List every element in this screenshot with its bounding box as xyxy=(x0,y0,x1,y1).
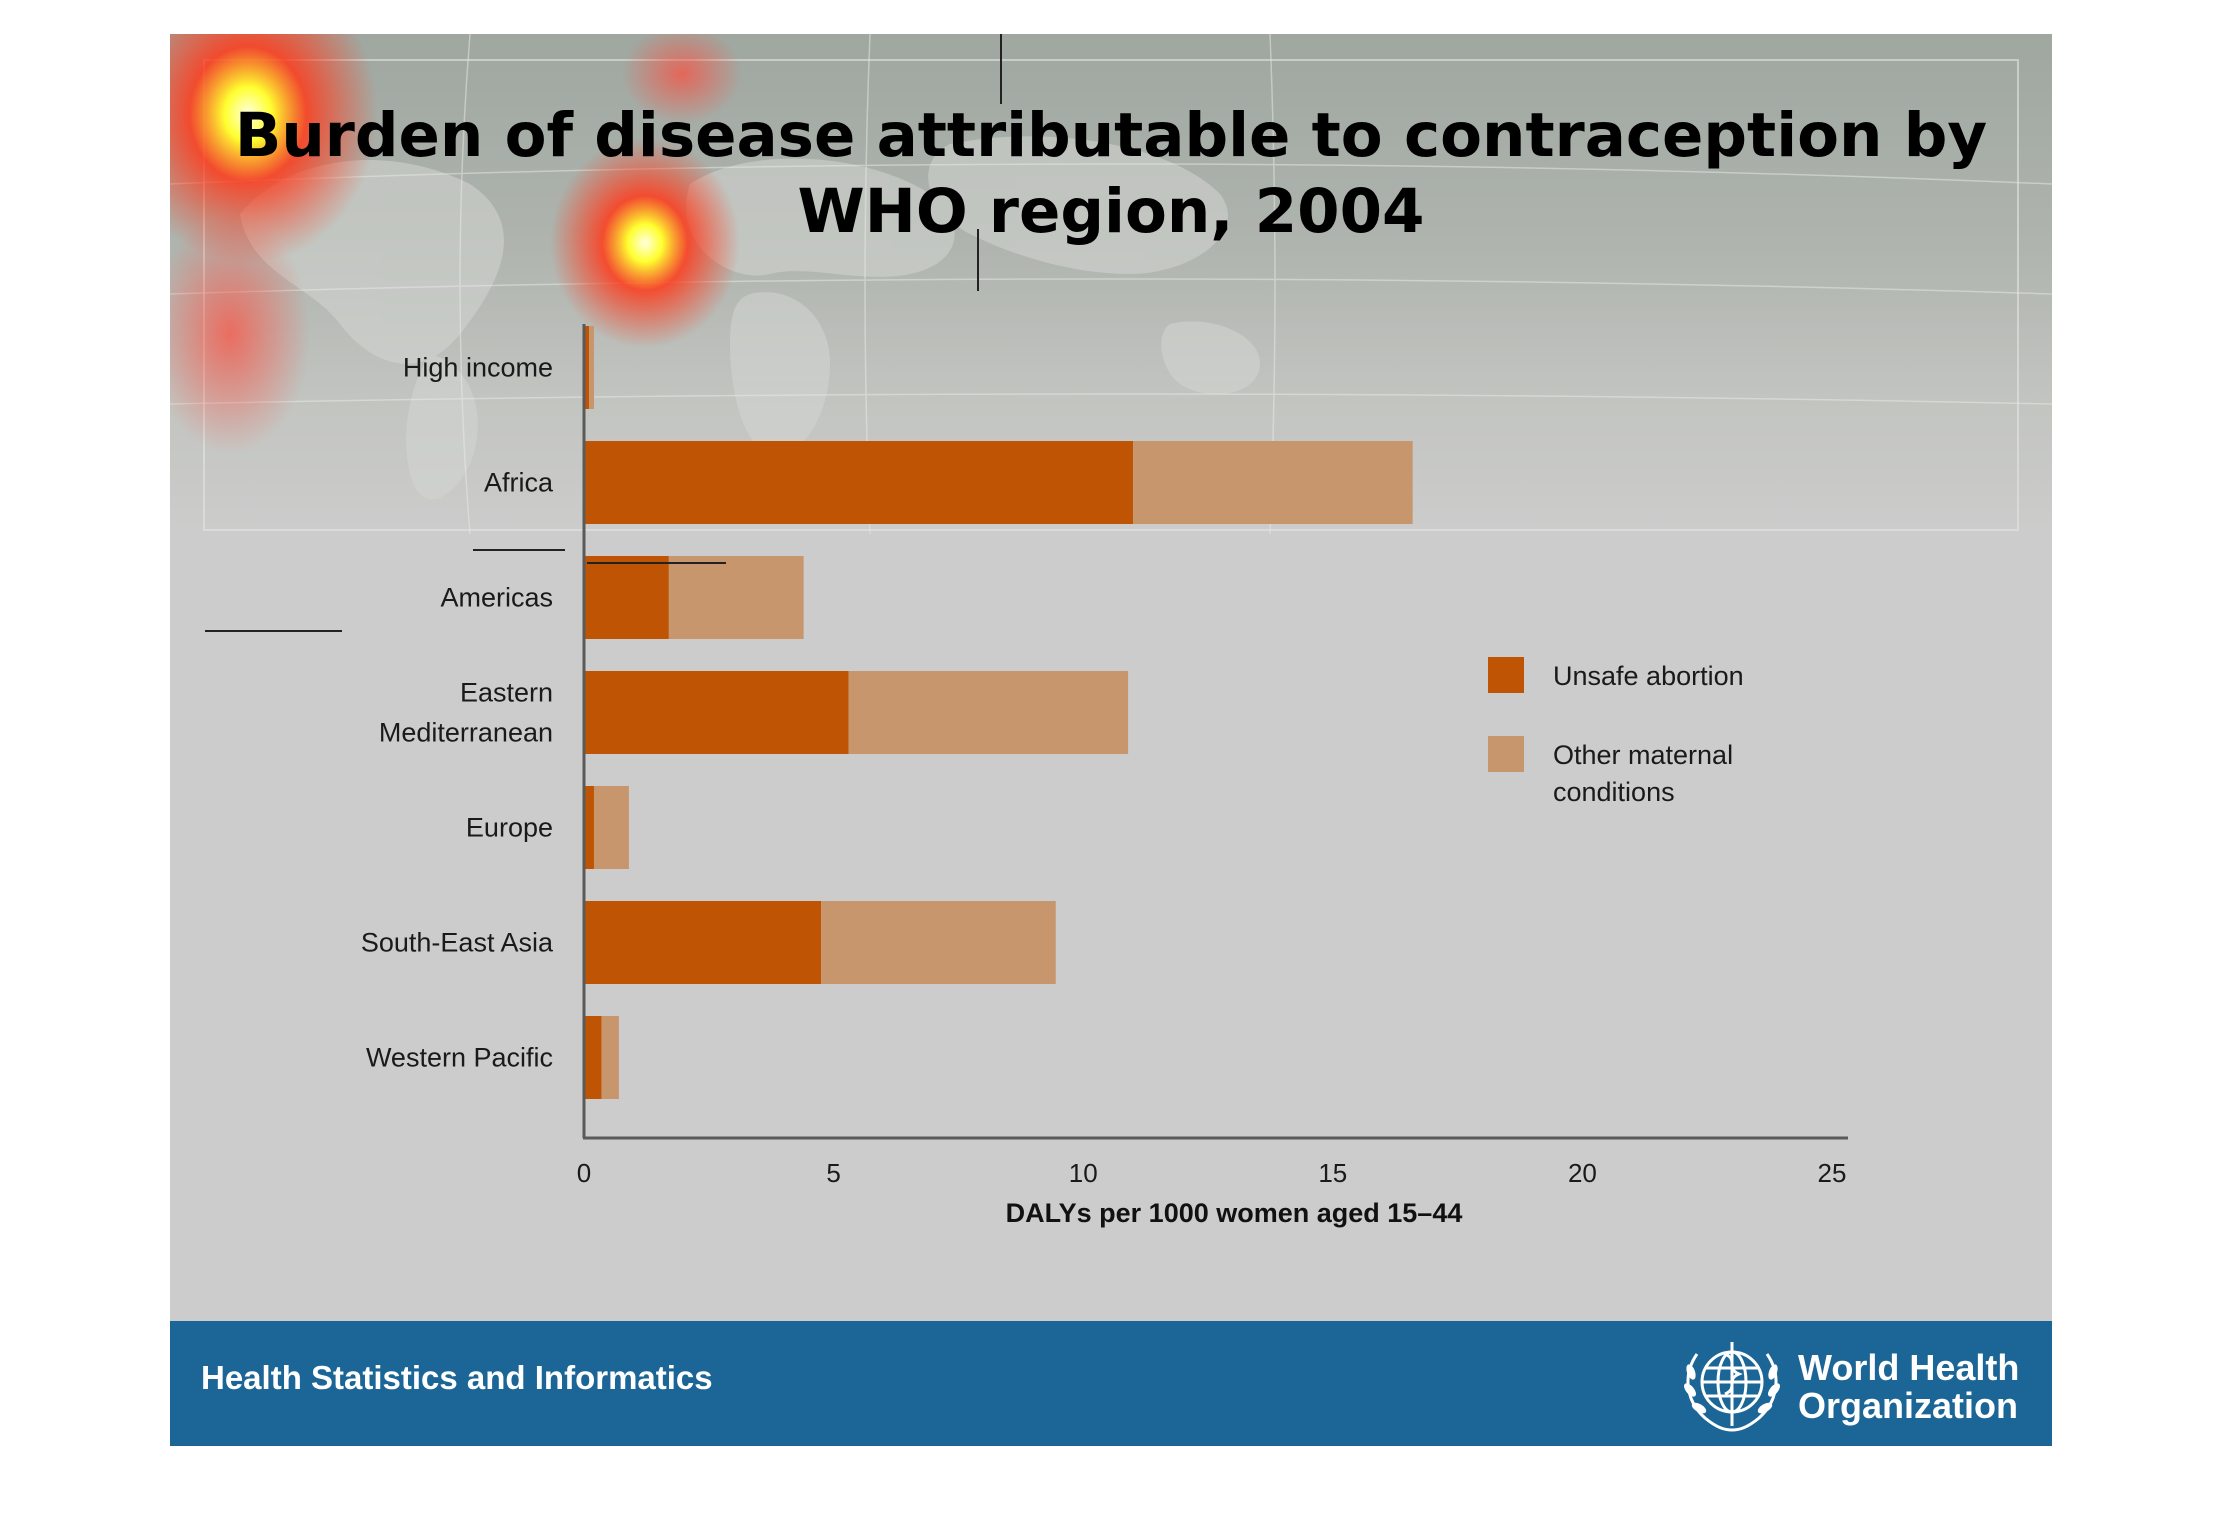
legend-label-other-maternal: Other maternal conditions xyxy=(1553,740,1733,807)
stray-line-4 xyxy=(587,562,726,564)
slide: Burden of disease attributable to contra… xyxy=(170,34,2052,1446)
category-label: Eastern Mediterranean xyxy=(379,678,553,748)
bar-other-maternal-high-income xyxy=(588,326,594,409)
slide-title: Burden of disease attributable to contra… xyxy=(230,98,1992,250)
organization-name: World Health Organization xyxy=(1798,1349,2019,1425)
bar-other-maternal-eastern-mediterranean xyxy=(848,671,1129,754)
bar-other-maternal-americas xyxy=(668,556,804,639)
x-axis-label: DALYs per 1000 women aged 15–44 xyxy=(1006,1198,1463,1228)
heatspot-top xyxy=(622,34,742,124)
stray-line-1 xyxy=(1000,34,1002,104)
category-label: Europe xyxy=(466,813,553,843)
bar-other-maternal-south-east-asia xyxy=(821,901,1056,984)
x-tick-label: 10 xyxy=(1069,1158,1098,1188)
legend-label-unsafe-abortion: Unsafe abortion xyxy=(1553,661,1744,691)
bar-unsafe-abortion-africa xyxy=(584,441,1134,524)
heatspot-center xyxy=(550,138,740,348)
bar-unsafe-abortion-europe xyxy=(584,786,594,869)
bar-other-maternal-europe xyxy=(593,786,629,869)
legend-swatch-unsafe-abortion xyxy=(1488,657,1524,693)
stacked-bar-chart: High income Africa Americas Eastern Mediterr… xyxy=(361,324,1848,1228)
category-label: Western Pacific xyxy=(366,1043,553,1073)
bar-other-maternal-africa xyxy=(1133,441,1413,524)
world-map-icon xyxy=(170,34,2052,534)
category-label: South-East Asia xyxy=(361,928,554,958)
stray-line-5 xyxy=(205,630,342,632)
world-map-background xyxy=(170,34,2052,534)
heatspot-lower xyxy=(170,214,310,454)
x-tick-label: 15 xyxy=(1318,1158,1347,1188)
category-label: High income xyxy=(403,353,553,383)
legend-swatch-other-maternal xyxy=(1488,736,1524,772)
who-emblem-icon xyxy=(1684,1342,1780,1432)
department-name: Health Statistics and Informatics xyxy=(201,1359,713,1396)
org-name-line-1: World Health xyxy=(1798,1347,2020,1388)
bar-unsafe-abortion-south-east-asia xyxy=(584,901,822,984)
bar-unsafe-abortion-western-pacific xyxy=(584,1016,602,1099)
x-tick-label: 20 xyxy=(1568,1158,1597,1188)
stray-line-2 xyxy=(977,229,979,291)
bar-unsafe-abortion-americas xyxy=(584,556,669,639)
category-label: Africa xyxy=(484,468,554,498)
heatspot-left xyxy=(170,34,378,264)
org-name-line-2: Organization xyxy=(1798,1385,2019,1426)
title-line-1: Burden of disease attributable to contra… xyxy=(234,100,1988,171)
x-tick-label: 0 xyxy=(577,1158,591,1188)
bar-unsafe-abortion-high-income xyxy=(584,326,589,409)
category-label: Americas xyxy=(440,583,553,613)
footer-bar: Health Statistics and Informatics xyxy=(170,1321,2052,1446)
bar-unsafe-abortion-eastern-mediterranean xyxy=(584,671,849,754)
title-line-2: WHO region, 2004 xyxy=(797,176,1425,247)
x-tick-label: 25 xyxy=(1818,1158,1847,1188)
stray-line-3 xyxy=(473,549,565,551)
x-tick-label: 5 xyxy=(826,1158,840,1188)
bar-other-maternal-western-pacific xyxy=(601,1016,619,1099)
